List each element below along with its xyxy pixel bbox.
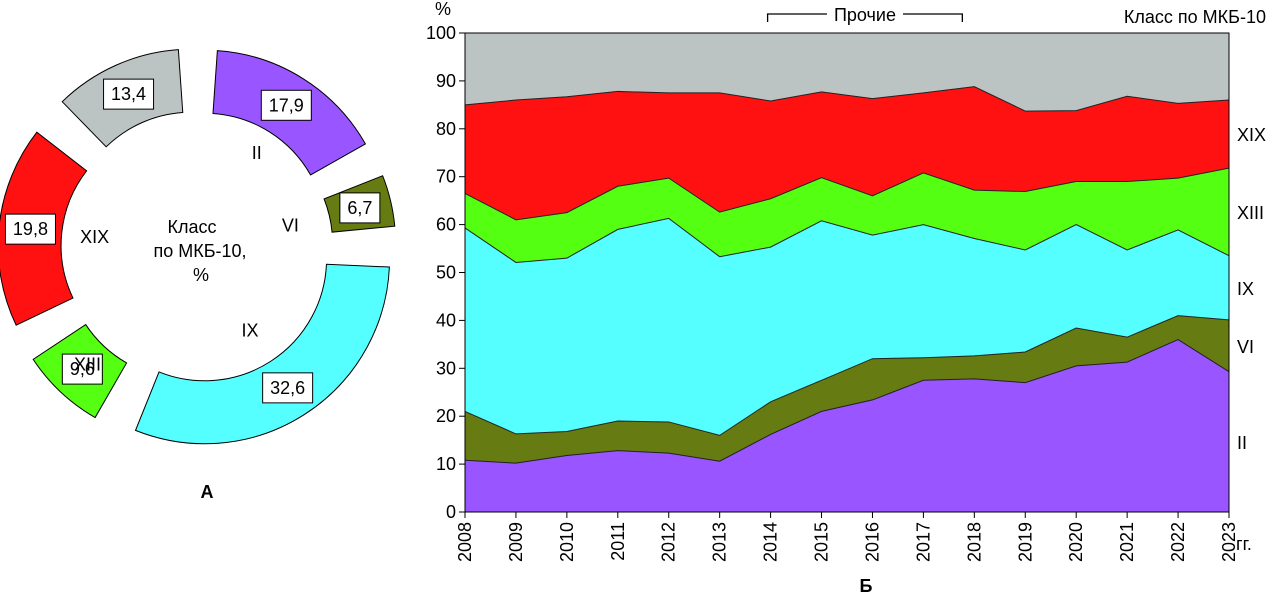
y-tick-label-30: 30 <box>436 358 456 378</box>
pie-class-label-xix: XIX <box>80 227 109 247</box>
legend-title: Класс по МКБ-10 <box>1124 7 1266 27</box>
y-tick-label-20: 20 <box>436 406 456 426</box>
area-ii <box>465 339 1229 512</box>
pie-value-box-ii <box>260 89 312 121</box>
y-tick-label-60: 60 <box>436 215 456 235</box>
y-tick-label-10: 10 <box>436 454 456 474</box>
x-tick-label-2019: 2019 <box>1015 522 1035 562</box>
pie-class-label-vi: VI <box>282 216 299 236</box>
x-tick-label-2022: 2022 <box>1168 522 1188 562</box>
panel-a-label: А <box>201 482 214 502</box>
pie-slice-ix <box>134 263 390 445</box>
pie-value-box-other <box>103 78 155 110</box>
pie-value-xiii: 9,6 <box>70 359 95 379</box>
panel-b-label: Б <box>860 576 873 596</box>
area-boundary-ii <box>464 338 1230 464</box>
x-tick-label-2018: 2018 <box>964 522 984 562</box>
area-boundary-xix <box>464 86 1230 112</box>
pie-class-label-ii: II <box>252 143 262 163</box>
x-tick-label-2012: 2012 <box>659 522 679 562</box>
area-xiii <box>465 168 1229 263</box>
series-label-vi: VI <box>1237 337 1254 357</box>
area-other <box>465 33 1229 112</box>
series-label-xix: XIX <box>1237 125 1266 145</box>
x-tick-label-2009: 2009 <box>506 522 526 562</box>
y-tick-label-50: 50 <box>436 263 456 283</box>
area-boundary-xiii <box>464 167 1230 221</box>
x-tick-label-2015: 2015 <box>812 522 832 562</box>
others-bracket: Прочие <box>766 5 963 25</box>
area-ix <box>465 218 1229 436</box>
pie-center-title-line-3: % <box>193 265 209 285</box>
y-tick-label-40: 40 <box>436 310 456 330</box>
pie-center-title-line-1: Класс <box>168 217 217 237</box>
x-axis-unit: гг. <box>1236 534 1252 554</box>
pie-value-other: 13,4 <box>111 84 146 104</box>
y-tick-label-100: 100 <box>426 23 456 43</box>
series-label-xiii: XIII <box>1237 203 1264 223</box>
pie-value-ix: 32,6 <box>270 378 305 398</box>
x-tick-label-2013: 2013 <box>710 522 730 562</box>
x-tick-label-2016: 2016 <box>862 522 882 562</box>
y-axis-unit: % <box>435 0 451 19</box>
area-xix <box>465 86 1229 220</box>
x-tick-label-2008: 2008 <box>455 522 475 562</box>
series-label-ii: II <box>1237 433 1247 453</box>
pie-class-label-xiii: XIII <box>74 355 101 375</box>
y-tick-label-0: 0 <box>446 502 456 522</box>
pie-value-xix: 19,8 <box>13 219 48 239</box>
x-tick-label-2021: 2021 <box>1117 522 1137 562</box>
pie-value-box-xiii <box>61 353 103 385</box>
series-label-ix: IX <box>1237 279 1254 299</box>
x-tick-label-2020: 2020 <box>1066 522 1086 562</box>
x-tick-label-2017: 2017 <box>913 522 933 562</box>
pie-value-box-xix <box>4 213 56 245</box>
pie-class-label-ix: IX <box>242 320 259 340</box>
stacked-area-chart: 0 10 20 30 40 50 60 70 80 90 100 2008 2009 2010 2011 20… <box>426 23 1266 562</box>
y-tick-label-90: 90 <box>436 71 456 91</box>
others-bracket-line <box>766 13 963 22</box>
others-bracket-label: Прочие <box>834 5 896 25</box>
y-tick-label-80: 80 <box>436 119 456 139</box>
x-tick-label-2014: 2014 <box>761 522 781 562</box>
x-tick-label-2011: 2011 <box>608 522 628 561</box>
pie-value-box-vi <box>339 192 381 224</box>
pie-center-title-line-2: по МКБ-10, <box>153 241 246 261</box>
area-boundary-vi <box>464 315 1230 436</box>
area-vi <box>465 315 1229 464</box>
x-tick-label-2023: 2023 <box>1219 522 1239 562</box>
x-tick-label-2010: 2010 <box>557 522 577 562</box>
pie-value-vi: 6,7 <box>347 198 372 218</box>
y-tick-label-70: 70 <box>436 167 456 187</box>
pie-value-box-ix <box>262 372 314 404</box>
pie-value-ii: 17,9 <box>269 95 304 115</box>
area-boundary-ix <box>464 217 1230 263</box>
